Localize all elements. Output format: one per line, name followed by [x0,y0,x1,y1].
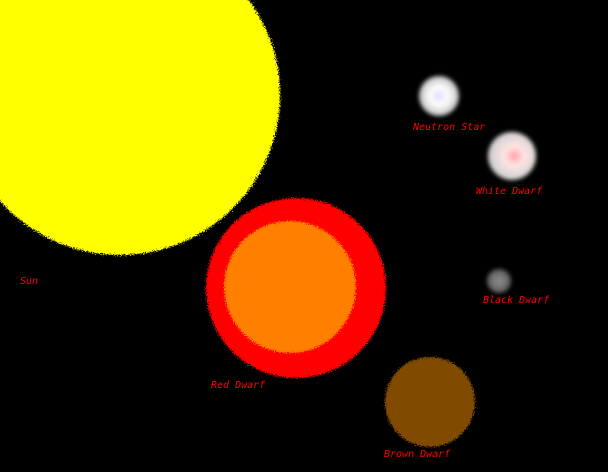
red-dwarf-label: Red Dwarf [211,380,266,391]
neutron-star-label: Neutron Star [413,122,486,133]
sun-label: Sun [20,276,39,287]
sun-shape [0,0,280,255]
red-dwarf-shape [206,198,386,378]
white-dwarf-shape [488,132,536,180]
brown-dwarf-label: Brown Dwarf [384,449,451,460]
red-dwarf-inner [224,221,356,353]
black-dwarf-shape [487,269,511,293]
neutron-star-shape [419,76,459,116]
white-dwarf-label: White Dwarf [476,186,543,197]
brown-dwarf-shape [385,357,475,447]
black-dwarf-label: Black Dwarf [483,295,550,306]
